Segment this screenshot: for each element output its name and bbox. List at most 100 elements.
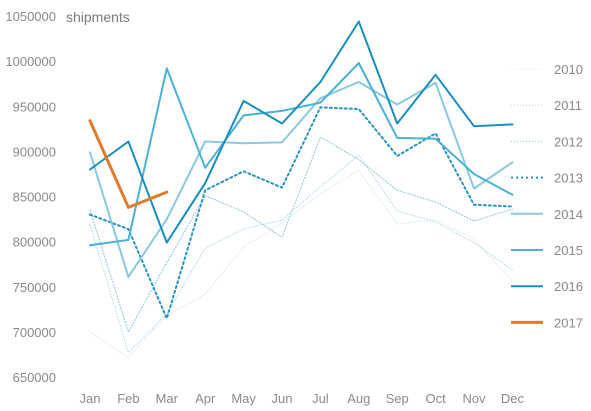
series-line <box>89 169 513 358</box>
data-point <box>166 218 168 220</box>
series-2010 <box>89 169 513 358</box>
data-point <box>243 115 245 117</box>
data-point <box>281 236 283 238</box>
data-point <box>166 242 168 244</box>
data-point <box>358 62 360 64</box>
legend-label: 2011 <box>554 98 582 113</box>
data-point <box>243 246 245 248</box>
y-tick-label: 850000 <box>13 190 56 205</box>
data-point <box>396 210 398 212</box>
legend-item: 2015 <box>511 243 583 258</box>
series-2012 <box>89 136 513 333</box>
data-point <box>396 155 398 157</box>
data-point <box>473 220 475 222</box>
data-point <box>204 182 206 184</box>
data-point <box>320 97 322 99</box>
series-line <box>89 62 514 247</box>
series-line <box>89 106 514 320</box>
data-point <box>473 238 475 240</box>
data-point <box>281 222 283 224</box>
x-tick-label: Feb <box>117 391 139 406</box>
data-point <box>89 331 91 333</box>
series-2017 <box>88 119 169 209</box>
series-line <box>89 136 513 333</box>
data-point <box>204 167 206 169</box>
data-point <box>435 201 437 203</box>
data-point <box>358 21 360 23</box>
data-point <box>166 191 168 193</box>
data-point <box>396 123 398 125</box>
data-point <box>166 318 168 320</box>
data-point <box>204 141 206 143</box>
data-point <box>473 125 475 127</box>
data-point <box>89 214 91 216</box>
data-point <box>320 193 322 195</box>
data-point <box>281 219 283 221</box>
series-line <box>88 119 169 209</box>
series-2013 <box>89 106 514 320</box>
legend-label: 2012 <box>554 134 583 149</box>
data-point <box>243 100 245 102</box>
legend-label: 2017 <box>554 315 583 330</box>
y-tick-label: 800000 <box>13 235 56 250</box>
legend-label: 2010 <box>554 62 583 77</box>
data-point <box>435 219 437 221</box>
series-lines <box>88 20 514 358</box>
data-point <box>204 293 206 295</box>
data-point <box>281 142 283 144</box>
data-point <box>435 74 437 76</box>
data-point <box>512 269 514 271</box>
data-point <box>512 162 514 164</box>
series-2016 <box>89 20 514 244</box>
legend: 2010 2011 2012 2013 2014 2015 2016 2017 <box>511 62 583 330</box>
x-tick-label: Dec <box>501 391 525 406</box>
data-point <box>396 189 398 191</box>
data-point <box>243 143 245 145</box>
data-point <box>89 152 91 154</box>
data-point <box>473 188 475 190</box>
data-point <box>320 136 322 138</box>
x-tick-label: Oct <box>425 391 446 406</box>
y-tick-label: 1050000 <box>5 9 56 24</box>
data-point <box>320 106 322 108</box>
legend-item: 2012 <box>511 134 583 149</box>
data-point <box>243 228 245 230</box>
data-point <box>204 189 206 191</box>
data-point <box>358 154 360 156</box>
data-point <box>243 171 245 173</box>
data-point <box>512 124 514 126</box>
data-point <box>320 102 322 104</box>
x-tick-label: Jan <box>80 391 101 406</box>
series-2015 <box>89 62 514 247</box>
legend-label: 2013 <box>554 171 583 186</box>
y-axis-ticks: 1050000 1000000 950000 900000 850000 800000 75… <box>5 9 56 385</box>
data-point <box>435 221 437 223</box>
data-point <box>243 211 245 213</box>
data-point <box>89 209 91 211</box>
data-point <box>128 356 130 358</box>
data-point <box>128 352 130 354</box>
data-point <box>435 138 437 140</box>
data-point <box>320 81 322 83</box>
data-point <box>281 187 283 189</box>
data-point <box>89 120 91 122</box>
legend-label: 2014 <box>554 207 583 222</box>
data-point <box>128 331 130 333</box>
legend-label: 2015 <box>554 243 583 258</box>
data-point <box>89 169 91 171</box>
x-tick-label: Nov <box>462 391 486 406</box>
y-tick-label: 1000000 <box>5 54 56 69</box>
data-point <box>512 194 514 196</box>
series-line <box>89 20 514 244</box>
data-point <box>128 239 130 241</box>
y-tick-label: 900000 <box>13 144 56 159</box>
x-tick-label: Jul <box>312 391 329 406</box>
y-tick-label: 650000 <box>13 370 56 385</box>
data-point <box>128 228 130 230</box>
legend-item: 2014 <box>511 207 583 222</box>
data-point <box>204 247 206 249</box>
x-axis-ticks: Jan Feb Mar Apr May Jun Jul Aug Sep Oct Nov Dec <box>80 391 525 406</box>
data-point <box>89 245 91 247</box>
data-point <box>358 81 360 83</box>
series-2011 <box>89 154 514 354</box>
